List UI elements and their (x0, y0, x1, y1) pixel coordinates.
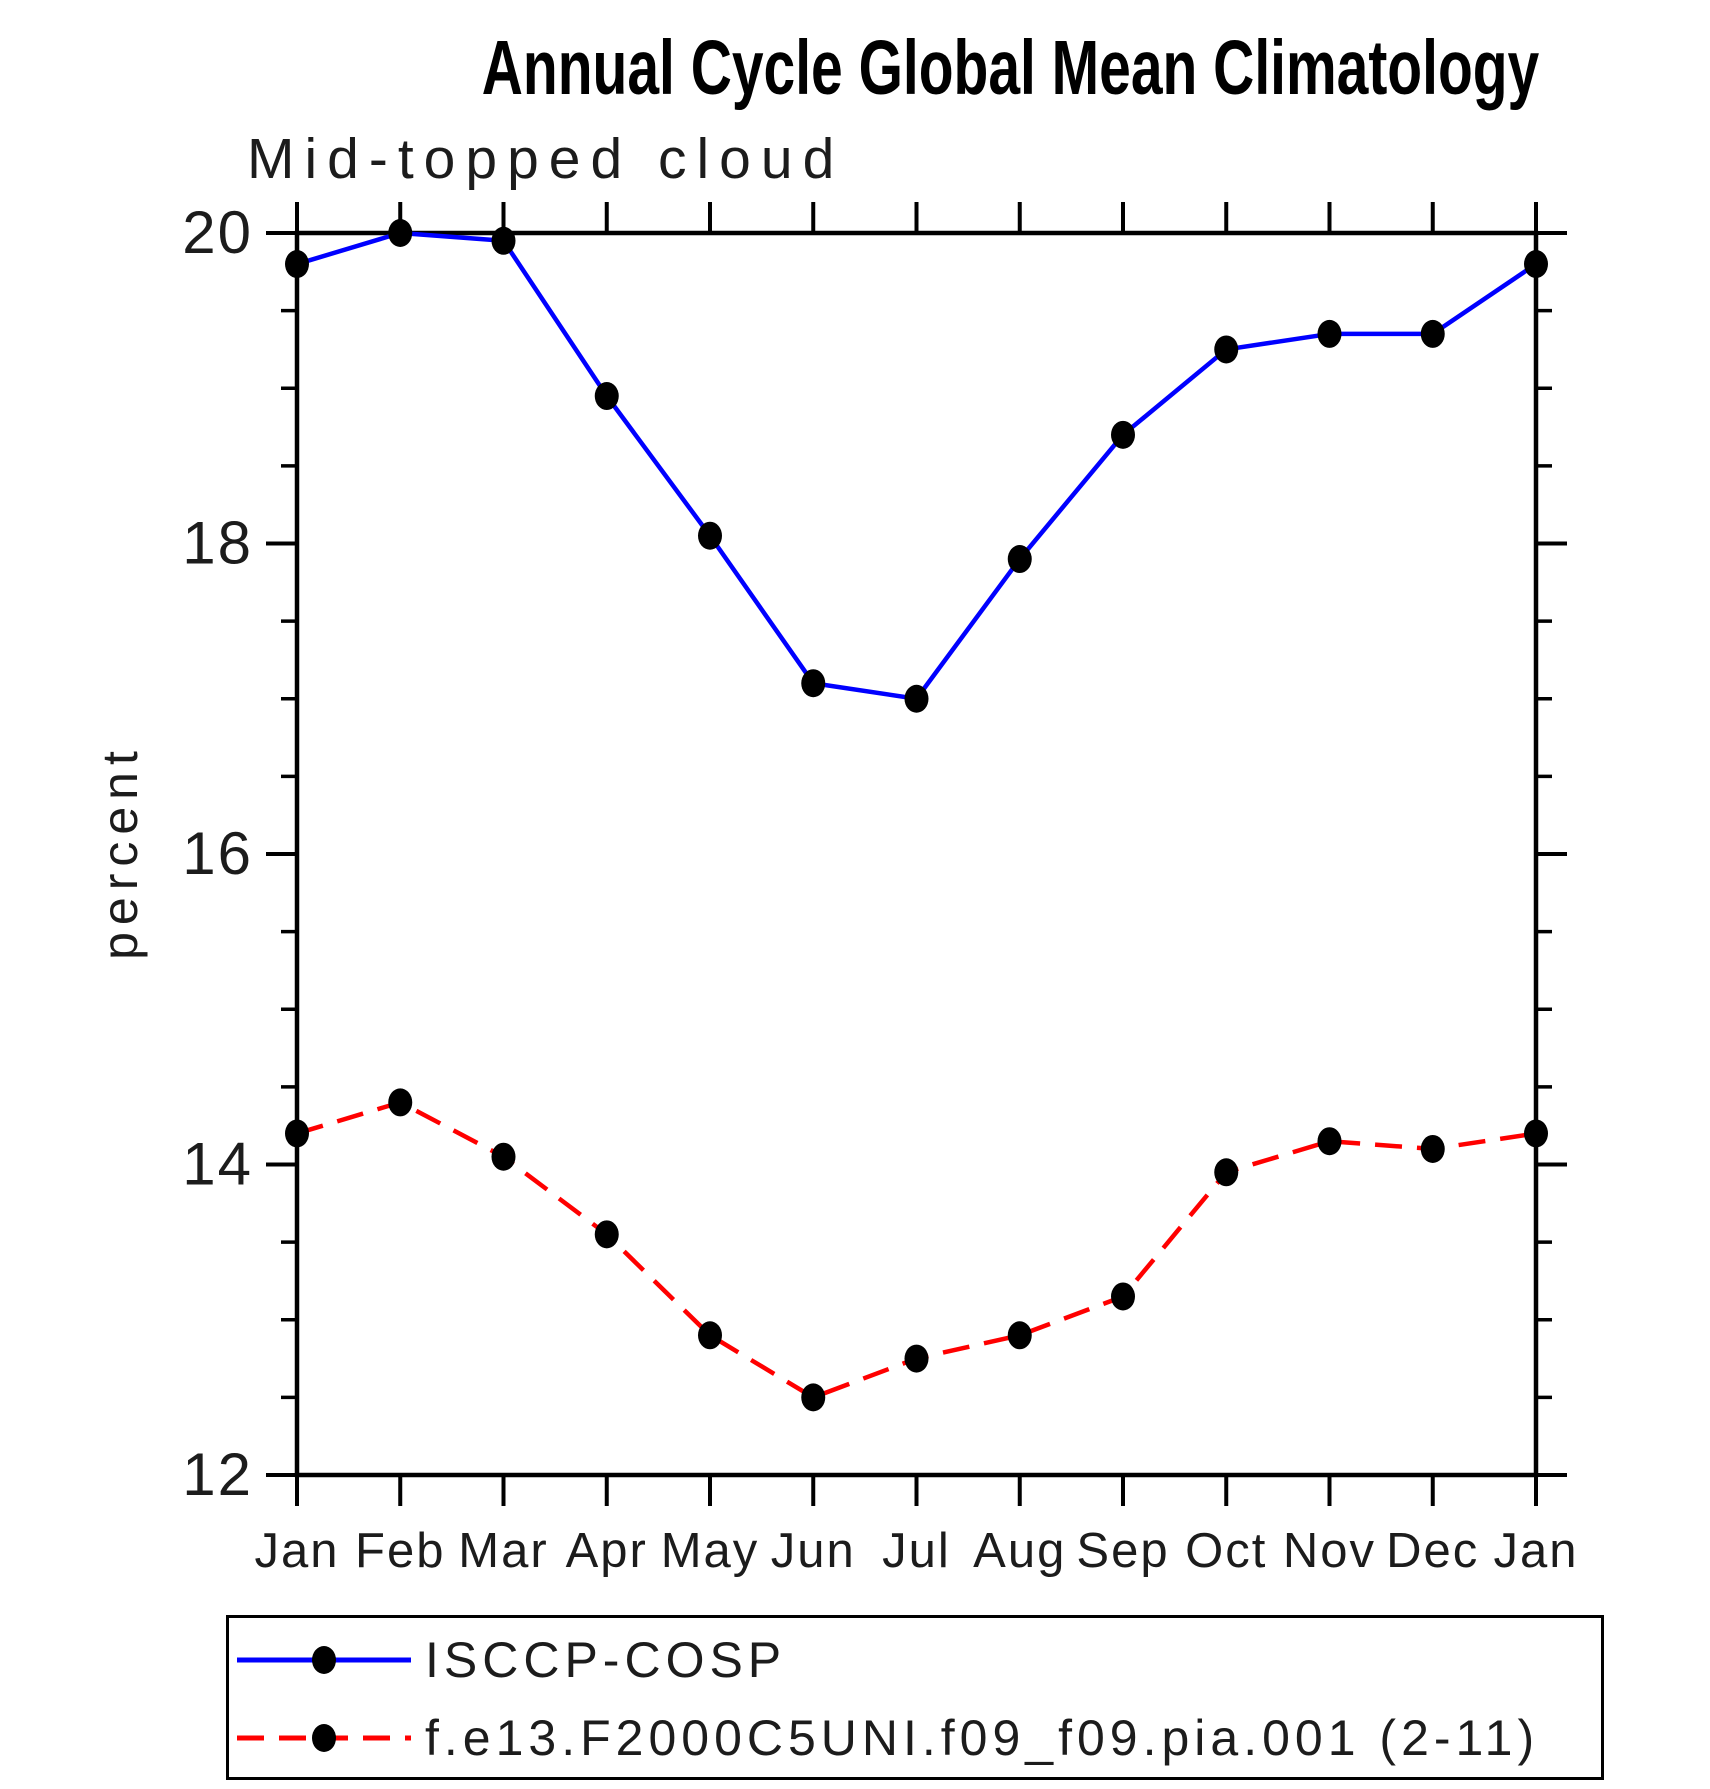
x-tick-label: Sep (1076, 1524, 1169, 1578)
x-tick-label: Nov (1283, 1524, 1376, 1578)
x-tick-label: Oct (1185, 1524, 1267, 1578)
legend-swatch-solid-line (237, 1646, 411, 1674)
legend-item-observation: ISCCP-COSP (231, 1628, 786, 1692)
data-point-series-1 (594, 1220, 619, 1249)
y-tick-label: 16 (182, 820, 253, 887)
data-point-series-1 (491, 1142, 516, 1171)
data-point-series-1 (1111, 1282, 1135, 1311)
legend-marker-icon (312, 1724, 336, 1752)
data-point-series-1 (1007, 1321, 1032, 1350)
data-point-series-1 (904, 1344, 929, 1373)
chart-title: Annual Cycle Global Mean Climatology (481, 25, 1540, 111)
data-point-series-0 (1420, 319, 1445, 348)
data-point-series-0 (698, 521, 722, 550)
data-point-series-0 (1111, 420, 1135, 449)
legend-marker-icon (312, 1646, 336, 1674)
legend: ISCCP-COSP f.e13.F2000C5UNI.f09_f09.pia.… (226, 1615, 1604, 1780)
legend-label-observation: ISCCP-COSP (425, 1632, 787, 1688)
data-point-series-0 (1214, 335, 1239, 364)
x-tick-label: Jul (882, 1524, 951, 1578)
data-point-series-1 (801, 1383, 826, 1412)
data-point-series-1 (1317, 1127, 1342, 1156)
y-tick-label: 20 (182, 199, 253, 266)
data-point-series-0 (285, 250, 309, 279)
y-tick-label: 12 (182, 1441, 253, 1508)
data-point-series-0 (1524, 250, 1548, 279)
legend-item-model: f.e13.F2000C5UNI.f09_f09.pia.001 (2-11) (231, 1706, 1539, 1770)
data-point-series-1 (1524, 1119, 1548, 1148)
data-point-series-0 (904, 684, 929, 713)
data-point-series-0 (594, 382, 619, 411)
x-tick-label: Jan (254, 1524, 339, 1578)
chart-title-wrap: Annual Cycle Global Mean Climatology (296, 24, 1540, 113)
data-point-series-0 (388, 219, 413, 247)
x-tick-label: Feb (355, 1524, 445, 1578)
data-point-series-0 (1007, 545, 1032, 574)
data-point-series-0 (1317, 319, 1342, 348)
x-tick-label: Dec (1386, 1524, 1479, 1578)
x-tick-label: May (661, 1524, 760, 1578)
x-tick-label: Jan (1493, 1524, 1578, 1578)
x-tick-label: Mar (458, 1524, 548, 1578)
legend-swatch-dashed-line (237, 1724, 411, 1752)
chart-subtitle: Mid-topped cloud (247, 127, 845, 191)
data-point-series-1 (285, 1119, 309, 1148)
x-tick-label: Apr (566, 1524, 648, 1578)
data-point-series-0 (801, 669, 826, 698)
y-tick-label: 18 (182, 510, 253, 577)
plot-frame (294, 230, 1539, 1478)
data-point-series-1 (1214, 1158, 1239, 1187)
legend-label-model: f.e13.F2000C5UNI.f09_f09.pia.001 (2-11) (425, 1710, 1540, 1766)
x-tick-label: Aug (973, 1524, 1066, 1578)
series-line-0 (296, 230, 1538, 701)
data-point-series-1 (1420, 1134, 1445, 1163)
x-tick-label: Jun (771, 1524, 856, 1578)
data-point-series-0 (491, 226, 516, 255)
data-point-series-1 (698, 1321, 722, 1350)
data-point-series-1 (388, 1088, 413, 1117)
y-tick-label: 14 (182, 1131, 253, 1198)
